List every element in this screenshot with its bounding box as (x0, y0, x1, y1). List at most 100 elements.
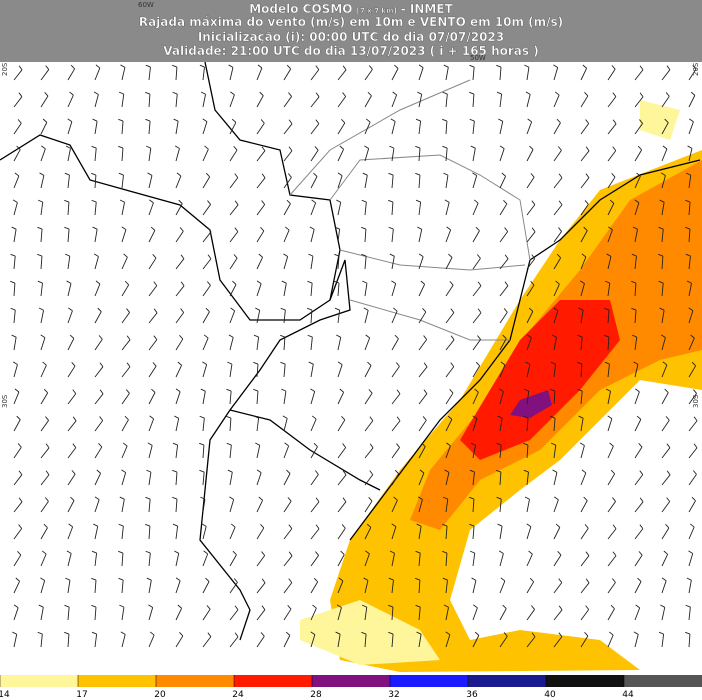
barb-staff (202, 258, 212, 270)
barb-feather (553, 64, 558, 68)
barb-staff (418, 553, 421, 567)
barb-feather (172, 91, 178, 95)
barb-feather (604, 361, 610, 365)
barb-staff (229, 122, 237, 135)
barb-staff (472, 499, 475, 513)
barb-feather (177, 361, 182, 366)
barb-feather (470, 442, 476, 446)
barb-feather (308, 253, 314, 257)
barb-feather (604, 307, 610, 311)
barb-staff (553, 554, 562, 567)
barb-staff (418, 366, 428, 378)
barb-staff (67, 607, 70, 621)
barb-staff (553, 67, 559, 81)
barb-feather (584, 524, 589, 529)
barb-feather (66, 550, 72, 554)
barb-staff (418, 607, 421, 621)
barb-feather (446, 226, 451, 231)
barb-feather (313, 172, 318, 177)
barb-staff (580, 609, 590, 621)
barb-feather (366, 523, 372, 528)
wind-gust-fill (300, 100, 702, 672)
barb-feather (446, 442, 451, 447)
barb-feather (255, 307, 260, 311)
barb-feather (255, 442, 260, 446)
barb-staff (40, 229, 43, 243)
barb-staff (256, 636, 265, 648)
barb-feather (415, 118, 421, 122)
barb-feather (12, 361, 18, 365)
barb-feather (207, 200, 211, 205)
barb-feather (147, 442, 153, 446)
barb-staff (256, 500, 264, 513)
barb-feather (577, 334, 583, 338)
lon-label: 60W (138, 1, 154, 9)
barb-feather (283, 253, 288, 257)
barb-staff (580, 256, 587, 270)
barb-staff (607, 337, 610, 351)
barb-feather (529, 145, 534, 150)
barb-feather (199, 415, 205, 419)
barb-feather (662, 361, 668, 366)
barb-feather (367, 361, 372, 366)
barb-feather (523, 415, 529, 419)
barb-feather (122, 442, 128, 447)
barb-staff (229, 391, 232, 405)
barb-feather (97, 307, 102, 312)
barb-staff (229, 418, 232, 432)
barb-feather (585, 173, 590, 178)
barb-feather (421, 442, 426, 447)
barb-feather (612, 524, 617, 530)
lat-label: 30S (1, 394, 9, 408)
barb-staff (580, 204, 589, 216)
barb-staff (256, 337, 260, 351)
barb-staff (94, 202, 97, 216)
barb-feather (450, 308, 455, 313)
barb-staff (499, 285, 509, 297)
barb-feather (687, 145, 693, 149)
barb-staff (661, 96, 670, 108)
barb-feather (558, 605, 563, 611)
barb-feather (342, 497, 347, 502)
barb-staff (40, 175, 45, 189)
barb-feather (179, 334, 184, 340)
barb-feather (692, 65, 697, 70)
barb-feather (389, 550, 395, 554)
barb-staff (472, 553, 476, 567)
barb-feather (365, 118, 371, 123)
barb-feather (631, 334, 637, 338)
barb-feather (207, 632, 212, 637)
barb-staff (13, 528, 23, 540)
barb-feather (660, 334, 666, 338)
barb-staff (580, 472, 587, 486)
barb-feather (45, 443, 50, 449)
barb-staff (283, 555, 293, 567)
barb-staff (553, 257, 562, 270)
barb-feather (199, 469, 205, 473)
barb-staff (94, 256, 99, 270)
barb-staff (337, 122, 346, 135)
barb-staff (202, 311, 210, 324)
barb-staff (337, 283, 340, 297)
barb-staff (553, 94, 560, 108)
barb-feather (123, 253, 128, 258)
barb-feather (690, 334, 695, 339)
barb-staff (499, 203, 508, 216)
barb-feather (99, 416, 104, 421)
barb-feather (230, 523, 236, 528)
barb-staff (121, 175, 124, 189)
barb-feather (70, 496, 75, 501)
barb-staff (688, 447, 698, 459)
barb-staff (310, 96, 320, 108)
barb-feather (396, 416, 401, 422)
barb-staff (40, 553, 47, 567)
barb-feather (38, 604, 44, 608)
header-band (0, 0, 702, 62)
barb-staff (121, 121, 124, 135)
barb-staff (94, 420, 104, 432)
barb-feather (69, 91, 74, 96)
barb-staff (229, 310, 236, 324)
barb-feather (362, 604, 367, 608)
barb-feather (42, 118, 48, 123)
